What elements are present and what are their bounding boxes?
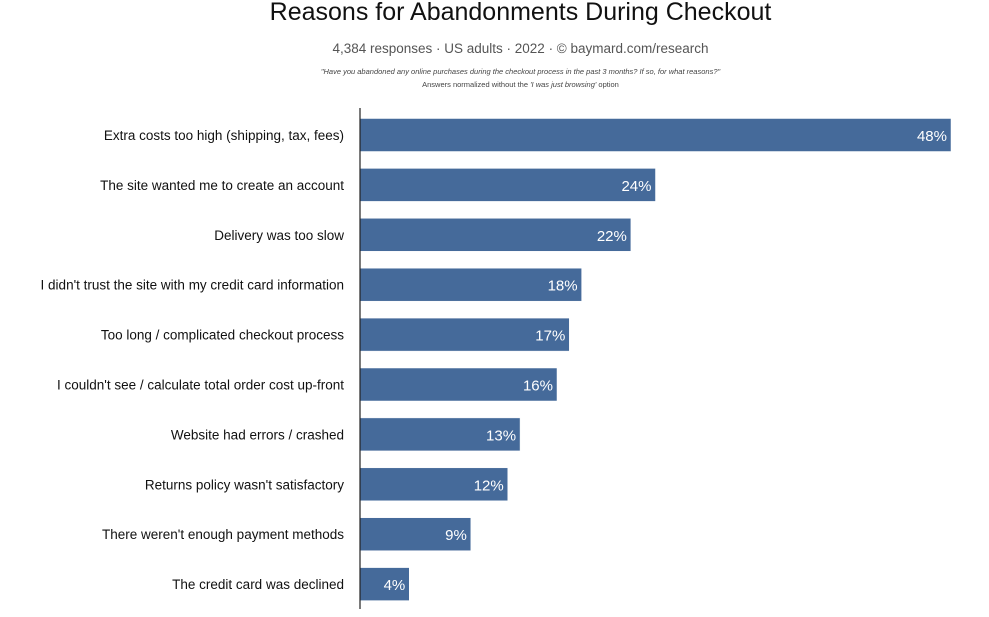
category-label: The credit card was declined — [172, 577, 344, 592]
note-prefix: Answers normalized without the — [422, 80, 531, 89]
category-label: Website had errors / crashed — [171, 427, 344, 442]
value-label: 4% — [384, 577, 406, 594]
category-labels-group: Extra costs too high (shipping, tax, fee… — [41, 128, 345, 592]
bar — [359, 118, 952, 152]
value-label: 18% — [548, 278, 578, 295]
chart-subtitle: 4,384 responses · US adults · 2022 · © b… — [332, 41, 709, 56]
category-label: I didn't trust the site with my credit c… — [41, 278, 344, 293]
note-option: 'I was just browsing' — [530, 80, 597, 89]
category-label: Delivery was too slow — [214, 228, 344, 243]
bar — [359, 168, 656, 202]
category-label: I couldn't see / calculate total order c… — [57, 378, 344, 393]
bars-group — [359, 118, 952, 601]
value-label: 13% — [486, 427, 516, 444]
category-label: The site wanted me to create an account — [100, 178, 344, 193]
value-label: 12% — [474, 477, 504, 494]
bar — [359, 267, 582, 302]
value-label: 9% — [445, 527, 467, 544]
value-label: 16% — [523, 378, 553, 395]
bar — [359, 567, 410, 601]
normalization-note: Answers normalized without the 'I was ju… — [0, 80, 989, 89]
bar — [359, 417, 521, 452]
value-labels-group: 48% 24% 22% 18% 17% 16% 13% 12% 9% 4% — [384, 128, 947, 594]
value-label: 48% — [917, 128, 947, 145]
survey-question: "Have you abandoned any online purchases… — [320, 67, 721, 76]
category-label: There weren't enough payment methods — [102, 527, 344, 542]
bar — [359, 517, 472, 551]
bar — [359, 367, 558, 402]
category-label: Too long / complicated checkout process — [101, 328, 344, 343]
value-label: 17% — [535, 328, 565, 345]
bar — [359, 467, 508, 502]
category-label: Extra costs too high (shipping, tax, fee… — [104, 128, 344, 143]
category-label: Returns policy wasn't satisfactory — [145, 477, 344, 492]
note-suffix: option — [596, 80, 619, 89]
bar — [359, 218, 632, 252]
value-label: 22% — [597, 228, 627, 245]
chart-title: Reasons for Abandonments During Checkout — [269, 0, 772, 26]
value-label: 24% — [621, 178, 651, 195]
bar — [359, 317, 570, 352]
